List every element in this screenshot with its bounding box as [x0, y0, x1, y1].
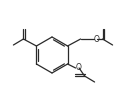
- Text: O: O: [76, 64, 82, 73]
- Text: O: O: [94, 35, 100, 43]
